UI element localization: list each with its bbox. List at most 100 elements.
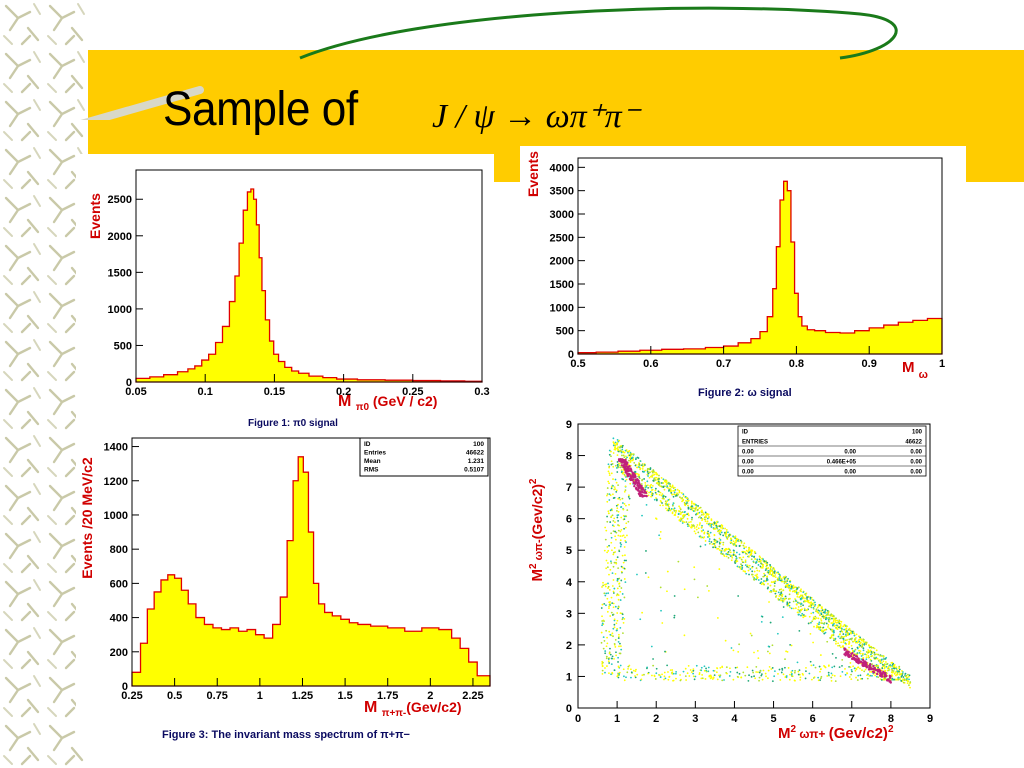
scatter-point [640, 493, 643, 496]
scatter-point [827, 611, 829, 614]
scatter-point [816, 610, 819, 613]
scatter-point [832, 629, 835, 632]
scatter-point [604, 671, 606, 674]
y-tick-label: 3000 [550, 209, 574, 221]
scatter-point [751, 566, 753, 569]
scatter-point [750, 675, 753, 678]
scatter-point [744, 564, 747, 567]
scatter-point [892, 670, 895, 672]
scatter-point [780, 588, 783, 591]
scatter-point [781, 593, 784, 596]
y-tick-label: 2000 [550, 256, 574, 268]
scatter-point [616, 629, 618, 632]
scatter-point [706, 531, 709, 534]
x-tick-label: 1.75 [377, 690, 398, 702]
scatter-point [759, 670, 762, 672]
scatter-point [667, 504, 669, 507]
scatter-point [806, 596, 809, 599]
scatter-point [647, 472, 650, 475]
scatter-point [729, 534, 732, 536]
y-axis-label-part: 2 [528, 478, 539, 484]
scatter-point [706, 513, 709, 516]
scatter-point [869, 658, 872, 661]
scatter-point [613, 448, 616, 451]
y-tick-label: 1500 [108, 267, 132, 279]
scatter-point [896, 670, 899, 673]
scatter-point [884, 661, 887, 663]
scatter-point [614, 521, 616, 524]
x-axis-label-part: M [338, 393, 356, 410]
scatter-point [608, 472, 611, 475]
scatter-point [606, 493, 609, 495]
scatter-point [605, 629, 608, 632]
scatter-point [789, 606, 791, 609]
scatter-point [663, 485, 666, 488]
scatter-point [639, 618, 642, 621]
scatter-point [813, 625, 815, 628]
scatter-point [773, 670, 776, 673]
scatter-point [708, 542, 711, 545]
scatter-point [786, 650, 789, 653]
scatter-point [661, 622, 664, 624]
histogram-area [131, 456, 491, 687]
scatter-point [676, 492, 678, 495]
scatter-point [640, 483, 643, 485]
scatter-point [678, 489, 681, 492]
scatter-point [606, 597, 609, 600]
scatter-point [614, 535, 617, 538]
scatter-point [759, 559, 762, 562]
x-tick-label: 1 [939, 358, 945, 370]
scatter-point [659, 491, 662, 494]
scatter-point [856, 652, 859, 655]
scatter-point [627, 450, 630, 453]
scatter-point [827, 674, 830, 676]
scatter-point [719, 666, 722, 669]
scatter-point [665, 507, 667, 510]
scatter-point [667, 499, 670, 501]
scatter-point [664, 650, 666, 653]
x-tick-label: 0.8 [789, 358, 804, 370]
scatter-point [837, 642, 840, 645]
scatter-point [609, 494, 612, 497]
scatter-point [800, 605, 802, 608]
scatter-point [665, 481, 667, 484]
scatter-point [748, 573, 750, 576]
plot-frame [577, 423, 931, 709]
scatter-point [605, 645, 608, 648]
scatter-point [697, 527, 700, 530]
scatter-point [898, 670, 900, 673]
scatter-point [686, 501, 688, 504]
scatter-point [658, 493, 661, 496]
y-tick-label: 3 [566, 608, 572, 620]
scatter-point [888, 674, 892, 678]
scatter-point [796, 611, 799, 614]
scatter-point [606, 636, 608, 639]
scatter-point [883, 672, 887, 676]
scatter-point [613, 669, 616, 672]
scatter-point [770, 668, 773, 670]
scatter-point [862, 657, 864, 660]
x-axis-label-part: 2 [888, 724, 894, 735]
y-tick-label: 1000 [104, 510, 128, 522]
scatter-point [680, 492, 683, 494]
scatter-point [858, 643, 861, 646]
scatter-point [716, 540, 719, 543]
scatter-point [824, 631, 827, 634]
scatter-point [819, 670, 821, 673]
scatter-point [873, 656, 876, 659]
scatter-point [821, 609, 824, 612]
x-tick-label: 0.3 [474, 386, 489, 398]
scatter-point [614, 538, 617, 541]
scatter-point [803, 615, 806, 618]
scatter-point [771, 667, 774, 669]
scatter-point [690, 502, 693, 505]
scatter-point [824, 608, 827, 611]
scatter-point [666, 590, 668, 593]
scatter-point [613, 626, 616, 629]
scatter-point [712, 669, 715, 672]
scatter-point [851, 632, 854, 635]
scatter-point [872, 650, 875, 653]
scatter-point [798, 596, 801, 598]
x-tick-label: 0.05 [125, 386, 146, 398]
